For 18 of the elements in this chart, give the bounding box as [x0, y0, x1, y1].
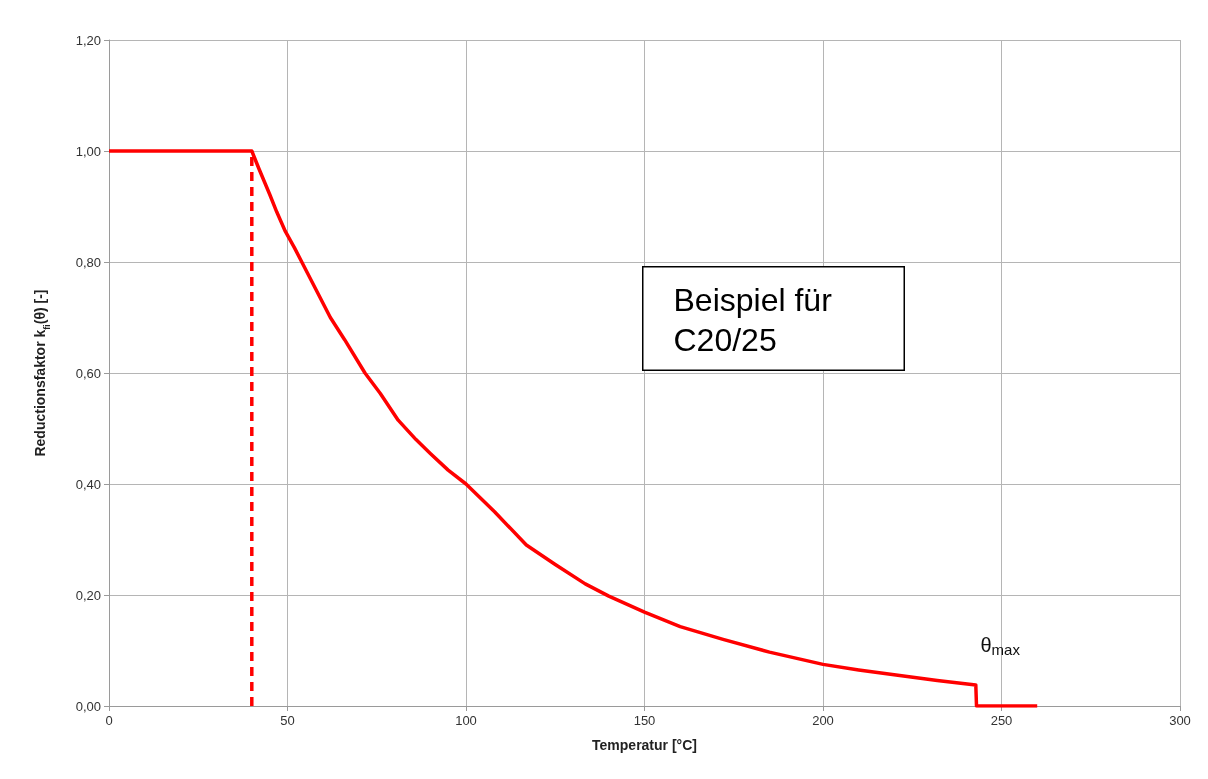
- x-tick-label: 300: [1169, 713, 1191, 728]
- x-tick-label: 0: [105, 713, 113, 728]
- y-tick-label: 0,40: [75, 476, 101, 492]
- line-series: [107, 149, 1039, 708]
- x-tick-label: 200: [812, 713, 834, 728]
- y-tick-label: 0,00: [75, 698, 101, 714]
- x-tick-label: 150: [633, 713, 656, 728]
- y-tick-label: 0,20: [75, 587, 101, 603]
- y-tick-label: 1,20: [75, 32, 101, 48]
- annotation: Beispiel für C20/25: [673, 281, 841, 358]
- x-tick-label: 250: [990, 713, 1013, 728]
- y-tick-label: 1,00: [75, 143, 101, 159]
- x-axis-title: Temperatur [°C]: [592, 737, 697, 753]
- x-tick-label: 100: [455, 713, 477, 728]
- y-tick-label: 0,80: [75, 254, 101, 270]
- x-tick-label: 50: [280, 713, 295, 728]
- y-axis-title: Reductionsfaktor kfi(θ) [-]: [32, 289, 52, 457]
- y-tick-label: 0,60: [75, 365, 101, 381]
